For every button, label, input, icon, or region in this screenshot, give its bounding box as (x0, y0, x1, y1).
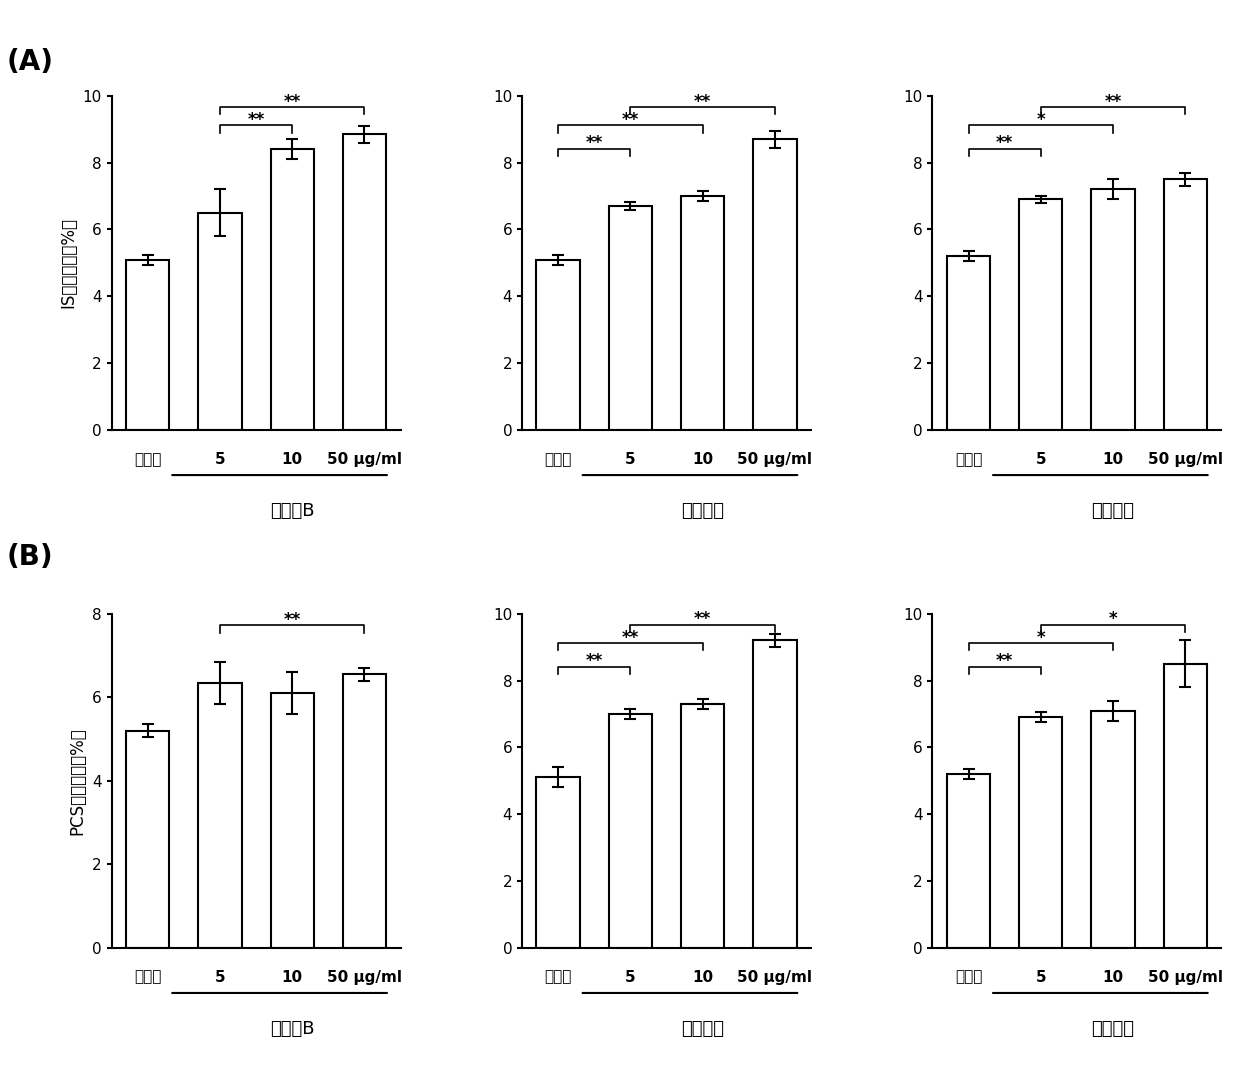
Bar (753, 140, 796, 430)
Text: 5: 5 (1035, 452, 1047, 466)
Y-axis label: IS透析效率（%）: IS透析效率（%） (60, 217, 77, 309)
Bar (609, 207, 652, 430)
Text: 10: 10 (281, 969, 303, 984)
Text: (B): (B) (6, 543, 53, 571)
Bar (198, 683, 242, 948)
Text: **: ** (694, 610, 712, 628)
Text: 5: 5 (215, 452, 226, 466)
Text: 10: 10 (1102, 969, 1123, 984)
Text: 50 μg/ml: 50 μg/ml (738, 969, 812, 984)
Bar (270, 693, 314, 948)
Bar (947, 774, 991, 948)
Text: *: * (1109, 610, 1117, 628)
Bar (1163, 179, 1207, 430)
Text: **: ** (585, 134, 603, 152)
Bar (609, 714, 652, 948)
Text: **: ** (284, 611, 301, 628)
Text: 10: 10 (692, 969, 713, 984)
Text: 空白组: 空白组 (544, 452, 572, 466)
Text: 迷迭香酸: 迷迭香酸 (1091, 1019, 1135, 1037)
Text: 迷迭香酸: 迷迭香酸 (1091, 502, 1135, 520)
Text: 10: 10 (692, 452, 713, 466)
Text: 5: 5 (1035, 969, 1047, 984)
Bar (342, 674, 386, 948)
Bar (537, 260, 580, 430)
Bar (681, 704, 724, 948)
Text: 10: 10 (1102, 452, 1123, 466)
Text: **: ** (621, 111, 639, 129)
Bar (1163, 663, 1207, 948)
Bar (753, 640, 796, 948)
Text: 50 μg/ml: 50 μg/ml (738, 452, 812, 466)
Text: **: ** (996, 134, 1013, 152)
Text: **: ** (621, 628, 639, 646)
Text: *: * (1037, 628, 1045, 646)
Text: 50 μg/ml: 50 μg/ml (327, 452, 402, 466)
Text: 空白组: 空白组 (134, 452, 161, 466)
Y-axis label: PCS透析效率（%）: PCS透析效率（%） (68, 727, 87, 835)
Bar (126, 731, 170, 948)
Text: **: ** (694, 93, 712, 111)
Text: 空白组: 空白组 (955, 452, 982, 466)
Text: 5: 5 (215, 969, 226, 984)
Text: (A): (A) (6, 48, 53, 76)
Text: 5: 5 (625, 452, 636, 466)
Text: *: * (1037, 111, 1045, 129)
Bar (1091, 190, 1135, 430)
Bar (1019, 199, 1063, 430)
Bar (270, 149, 314, 430)
Text: 10: 10 (281, 452, 303, 466)
Bar (537, 777, 580, 948)
Bar (1019, 718, 1063, 948)
Text: 空白组: 空白组 (134, 969, 161, 984)
Text: 原儿茶醇: 原儿茶醇 (681, 502, 724, 520)
Bar (126, 260, 170, 430)
Text: 50 μg/ml: 50 μg/ml (327, 969, 402, 984)
Text: **: ** (585, 652, 603, 670)
Text: 50 μg/ml: 50 μg/ml (1148, 452, 1223, 466)
Text: 空白组: 空白组 (544, 969, 572, 984)
Text: **: ** (284, 93, 301, 111)
Bar (198, 213, 242, 430)
Text: 50 μg/ml: 50 μg/ml (1148, 969, 1223, 984)
Text: **: ** (996, 652, 1013, 670)
Text: **: ** (248, 111, 264, 129)
Text: 原儿茶醇: 原儿茶醇 (681, 1019, 724, 1037)
Bar (947, 257, 991, 430)
Text: 5: 5 (625, 969, 636, 984)
Text: 丹酚酸B: 丹酚酸B (270, 1019, 315, 1037)
Text: 空白组: 空白组 (955, 969, 982, 984)
Bar (342, 134, 386, 430)
Bar (681, 196, 724, 430)
Text: **: ** (1105, 93, 1122, 111)
Text: 丹酚酸B: 丹酚酸B (270, 502, 315, 520)
Bar (1091, 710, 1135, 948)
